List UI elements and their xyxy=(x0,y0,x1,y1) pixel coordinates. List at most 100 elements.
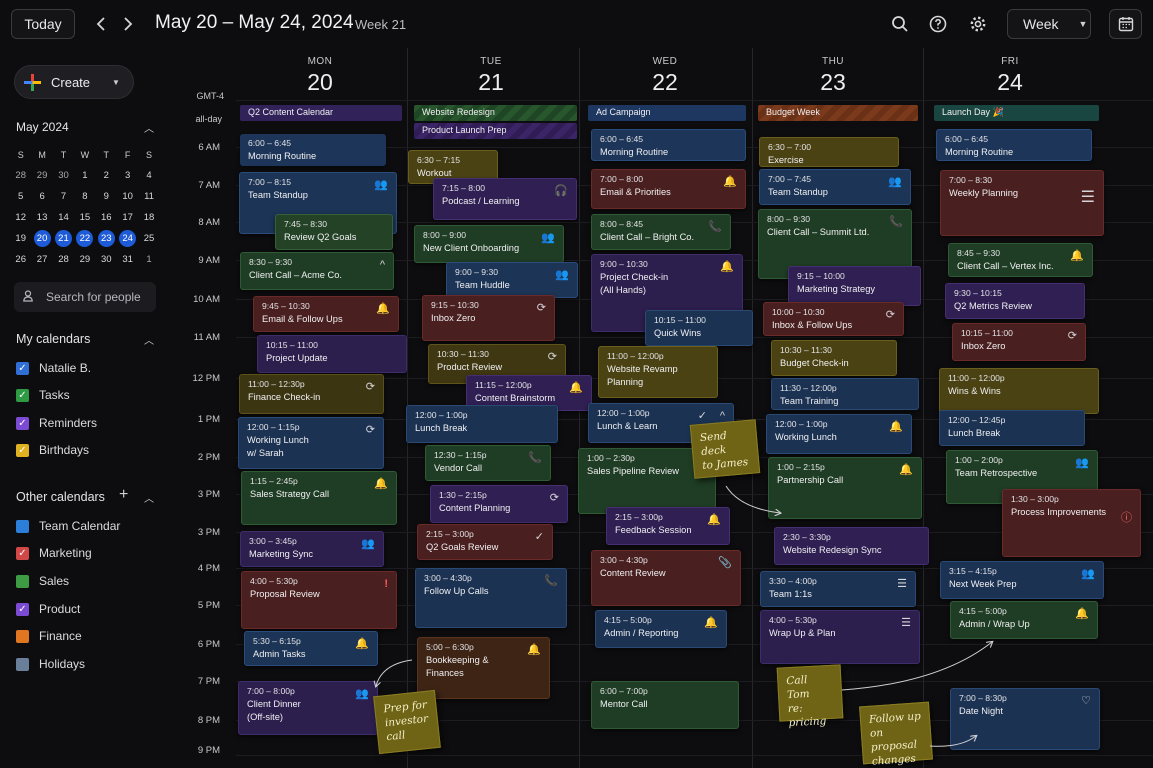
event-card[interactable]: 3:15 – 4:15p Next Week Prep 👥 xyxy=(940,561,1104,599)
checkbox-checked-icon[interactable]: ✓ xyxy=(16,388,29,402)
checkbox-checked-icon[interactable]: ✓ xyxy=(16,361,29,375)
event-card[interactable]: 9:15 – 10:00 Marketing Strategy xyxy=(788,266,921,306)
allday-event[interactable]: Website Redesign xyxy=(414,105,577,121)
day-header-thu[interactable]: THU 23 xyxy=(803,56,863,96)
event-card[interactable]: 1:00 – 2:15p Partnership Call 🔔 xyxy=(768,457,922,519)
event-card[interactable]: 8:00 – 9:00 New Client Onboarding 👥 xyxy=(414,225,564,263)
calendar-item-sales[interactable]: Sales xyxy=(16,572,69,590)
event-card[interactable]: 7:15 – 8:00 Podcast / Learning 🎧 xyxy=(433,178,577,220)
mini-day-selected[interactable]: 23 xyxy=(96,230,117,247)
sticky-note[interactable]: Follow up on proposal changes xyxy=(859,701,933,768)
event-card[interactable]: 2:30 – 3:30p Website Redesign Sync xyxy=(774,527,929,565)
event-card[interactable]: 9:15 – 10:30 Inbox Zero ⟳ xyxy=(422,295,555,341)
mini-day-selected[interactable]: 22 xyxy=(74,230,95,247)
event-card[interactable]: 1:15 – 2:45p Sales Strategy Call 🔔 xyxy=(241,471,397,525)
event-card[interactable]: 10:15 – 11:00 Quick Wins xyxy=(645,310,753,346)
mini-day[interactable]: 6 xyxy=(39,191,45,202)
mini-day[interactable]: 2 xyxy=(103,170,109,181)
mini-day[interactable]: 29 xyxy=(36,170,48,181)
calendar-picker-icon[interactable] xyxy=(1109,9,1142,39)
event-card[interactable]: 12:00 – 12:45p Lunch Break xyxy=(939,410,1085,446)
mini-day[interactable]: 16 xyxy=(100,212,112,223)
event-card[interactable]: 3:00 – 4:30p Content Review 📎 xyxy=(591,550,741,606)
create-button[interactable]: Create ▼ xyxy=(14,65,134,99)
event-card[interactable]: 8:00 – 8:45 Client Call – Bright Co. 📞 xyxy=(591,214,731,250)
mini-day[interactable]: 8 xyxy=(82,191,88,202)
calendar-item-team[interactable]: Team Calendar xyxy=(16,517,120,535)
search-people-input[interactable]: Search for people xyxy=(14,282,156,312)
event-card[interactable]: 9:30 – 10:15 Q2 Metrics Review xyxy=(945,283,1085,319)
sticky-note[interactable]: Prep for investor call xyxy=(373,689,441,755)
mini-day-selected[interactable]: 20 xyxy=(31,230,52,247)
event-card[interactable]: 7:00 – 8:00 Email & Priorities 🔔 xyxy=(591,169,746,209)
mini-day[interactable]: 27 xyxy=(36,254,48,265)
event-card[interactable]: 11:00 – 12:30p Finance Check-in ⟳ xyxy=(239,374,384,414)
mini-day[interactable]: 18 xyxy=(143,212,155,223)
event-card[interactable]: 6:00 – 6:45 Morning Routine xyxy=(591,129,746,161)
calendar-item-birthdays[interactable]: ✓ Birthdays xyxy=(16,441,89,459)
checkbox-checked-icon[interactable]: ✓ xyxy=(16,443,29,457)
view-selector[interactable]: Week ▼ xyxy=(1007,9,1091,39)
allday-event[interactable]: Product Launch Prep xyxy=(414,123,577,139)
event-card[interactable]: 1:30 – 3:00p Process Improvements ⓘ xyxy=(1002,489,1141,557)
event-card[interactable]: 9:45 – 10:30 Email & Follow Ups 🔔 xyxy=(253,296,399,332)
checkbox-checked-icon[interactable]: ✓ xyxy=(16,416,29,430)
mini-day-selected[interactable]: 21 xyxy=(53,230,74,247)
mini-day[interactable]: 7 xyxy=(60,191,67,202)
event-card[interactable]: 3:00 – 3:45p Marketing Sync 👥 xyxy=(240,531,384,567)
mini-day[interactable]: 15 xyxy=(79,212,91,223)
event-card[interactable]: 6:30 – 7:00 Exercise xyxy=(759,137,899,167)
calendar-item-marketing[interactable]: ✓ Marketing xyxy=(16,544,92,562)
checkbox-checked-icon[interactable]: ✓ xyxy=(16,602,29,616)
event-card[interactable]: 12:00 – 1:15p Working Lunch w/ Sarah ⟳ xyxy=(238,417,384,469)
mini-day[interactable]: 14 xyxy=(58,212,69,223)
day-header-mon[interactable]: MON 20 xyxy=(290,56,350,96)
mini-day[interactable]: 30 xyxy=(58,170,69,181)
mini-day[interactable]: 29 xyxy=(79,254,91,265)
next-week-icon[interactable] xyxy=(117,12,139,36)
event-card[interactable]: 8:30 – 9:30 Client Call – Acme Co. ^ xyxy=(240,252,394,290)
event-card[interactable]: 10:00 – 10:30 Inbox & Follow Ups ⟳ xyxy=(763,302,904,336)
event-card[interactable]: 7:00 – 8:30 Weekly Planning ☰ xyxy=(940,170,1104,236)
event-card[interactable]: 12:30 – 1:15p Vendor Call 📞 xyxy=(425,445,551,481)
add-calendar-plus-icon[interactable]: + xyxy=(119,486,129,503)
calendar-color-swatch[interactable] xyxy=(16,629,29,643)
sticky-note[interactable]: Send deck to James xyxy=(689,419,761,479)
allday-event[interactable]: Q2 Content Calendar xyxy=(240,105,402,121)
event-card[interactable]: 9:00 – 9:30 Team Huddle 👥 xyxy=(446,262,578,298)
event-card[interactable]: 2:15 – 3:00p Q2 Goals Review ✓ xyxy=(417,524,553,560)
mini-day[interactable]: 25 xyxy=(143,233,155,244)
event-card[interactable]: 7:00 – 8:00p Client Dinner (Off-site) 👥 xyxy=(238,681,378,735)
calendar-item-natalie[interactable]: ✓ Natalie B. xyxy=(16,359,91,377)
calendar-color-swatch[interactable] xyxy=(16,519,29,533)
event-card[interactable]: 4:00 – 5:30p Wrap Up & Plan ☰ xyxy=(760,610,920,664)
mini-day[interactable]: 9 xyxy=(103,191,109,202)
help-icon[interactable] xyxy=(926,12,950,36)
event-card[interactable]: 11:00 – 12:00p Wins & Wins xyxy=(939,368,1099,414)
allday-event[interactable]: Budget Week xyxy=(758,105,918,121)
event-card[interactable]: 2:15 – 3:00p Feedback Session 🔔 xyxy=(606,507,730,545)
sticky-note[interactable]: Call Tom re: pricing xyxy=(776,664,844,729)
mini-day[interactable]: 28 xyxy=(15,170,26,181)
event-card[interactable]: 6:00 – 6:45 Morning Routine xyxy=(240,134,386,166)
day-header-fri[interactable]: FRI 24 xyxy=(980,56,1040,96)
event-card[interactable]: 10:15 – 11:00 Project Update xyxy=(257,335,407,373)
event-card[interactable]: 1:00 – 2:30p Sales Pipeline Review xyxy=(578,448,716,514)
calendar-item-product[interactable]: ✓ Product xyxy=(16,600,80,618)
event-card[interactable]: 6:00 – 7:00p Mentor Call xyxy=(591,681,739,729)
event-card[interactable]: 8:45 – 9:30 Client Call – Vertex Inc. 🔔 xyxy=(948,243,1093,277)
calendar-color-swatch[interactable] xyxy=(16,657,29,671)
mini-day[interactable]: 4 xyxy=(146,170,152,181)
other-calendars-title[interactable]: Other calendars xyxy=(16,490,105,504)
mini-calendar-collapse-icon[interactable]: ︿ xyxy=(144,124,154,135)
event-card[interactable]: 11:00 – 12:00p Website Revamp Planning xyxy=(598,346,718,398)
settings-gear-icon[interactable] xyxy=(966,12,990,36)
calendar-item-tasks[interactable]: ✓ Tasks xyxy=(16,386,70,404)
event-card[interactable]: 7:00 – 8:30p Date Night ♡ xyxy=(950,688,1100,750)
calendar-item-holidays[interactable]: Holidays xyxy=(16,655,85,673)
mini-day[interactable]: 13 xyxy=(36,212,48,223)
mini-day[interactable]: 30 xyxy=(100,254,112,265)
mini-day[interactable]: 28 xyxy=(58,254,69,265)
event-card[interactable]: 3:00 – 4:30p Follow Up Calls 📞 xyxy=(415,568,567,628)
my-calendars-collapse-icon[interactable]: ︿ xyxy=(144,336,154,347)
